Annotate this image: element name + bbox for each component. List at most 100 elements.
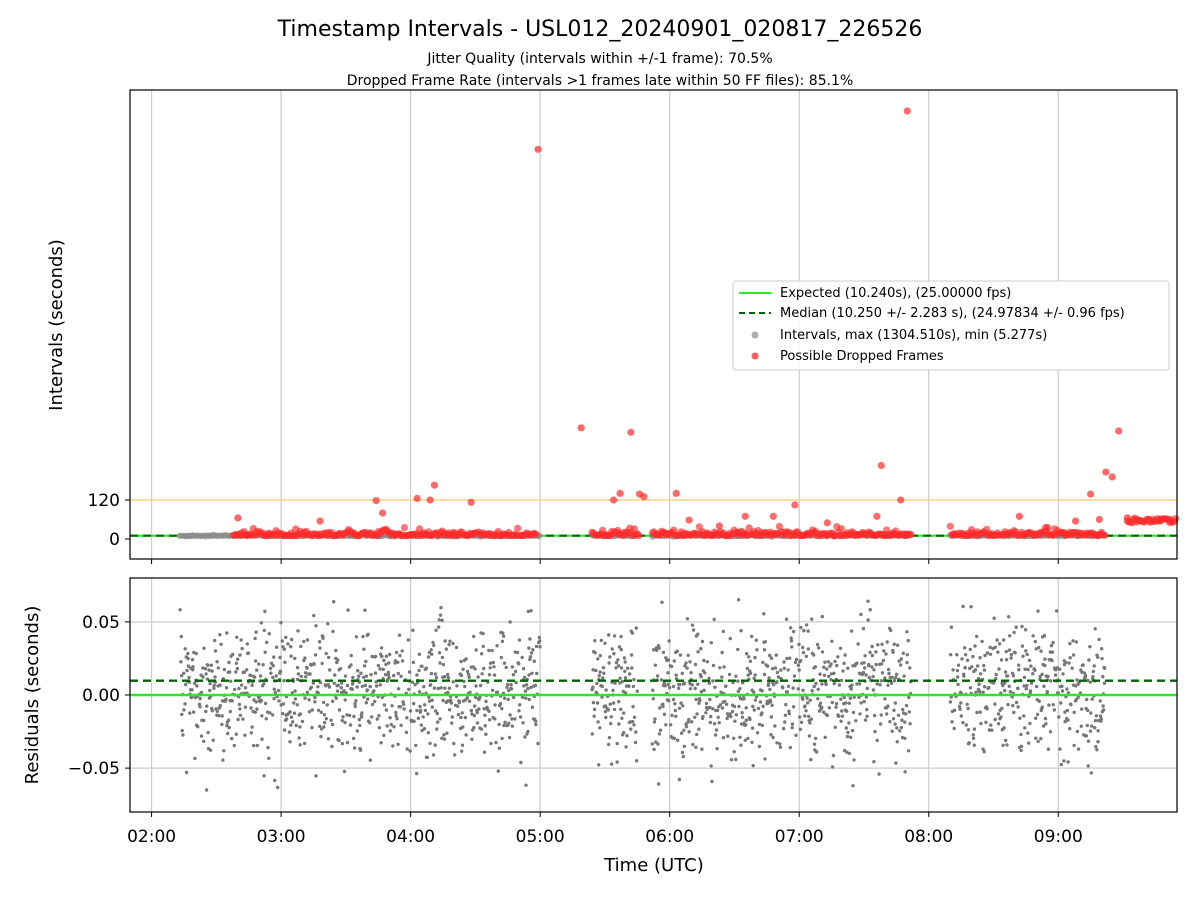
- residual-point: [518, 715, 523, 719]
- residual-point: [739, 722, 744, 726]
- residual-point: [615, 760, 619, 764]
- residual-point: [834, 702, 839, 706]
- residual-point: [889, 628, 893, 633]
- residual-point: [879, 662, 884, 666]
- residual-point: [481, 631, 485, 636]
- residual-point: [624, 745, 628, 749]
- residual-point: [443, 639, 447, 643]
- residual-point: [354, 699, 358, 703]
- residual-point: [852, 695, 856, 699]
- residual-point: [793, 660, 798, 665]
- residual-point: [448, 639, 452, 643]
- residual-point: [309, 663, 313, 667]
- residual-point: [530, 705, 535, 709]
- residual-point: [213, 675, 217, 679]
- residual-point: [622, 711, 626, 715]
- residual-point: [262, 774, 266, 778]
- residual-point: [818, 672, 822, 676]
- residual-point: [664, 656, 668, 660]
- residual-point: [180, 728, 184, 733]
- residual-point: [847, 751, 851, 756]
- residual-point: [1003, 738, 1008, 743]
- residual-point: [770, 667, 775, 671]
- residual-point: [667, 699, 671, 703]
- residual-point: [359, 671, 363, 675]
- residual-point: [827, 674, 831, 678]
- residual-point: [441, 698, 445, 703]
- residual-point: [480, 652, 484, 656]
- residual-point: [495, 644, 499, 648]
- residual-point: [1002, 638, 1006, 642]
- residual-point: [1012, 630, 1016, 635]
- dropped-frame-point: [897, 496, 905, 504]
- residual-point: [822, 673, 827, 677]
- residual-point: [1033, 668, 1037, 672]
- residual-point: [611, 688, 615, 693]
- residual-point: [357, 717, 361, 722]
- residual-point: [971, 654, 975, 659]
- residual-point: [435, 711, 439, 716]
- residual-point: [857, 682, 862, 686]
- residual-point: [730, 709, 735, 714]
- residual-point: [426, 712, 430, 716]
- residual-point: [864, 695, 869, 699]
- residual-point: [710, 779, 714, 784]
- residual-point: [346, 608, 350, 612]
- residual-point: [600, 684, 604, 689]
- residual-point: [837, 714, 841, 718]
- residual-point: [281, 702, 286, 706]
- residual-point: [1097, 637, 1101, 642]
- residual-point: [678, 682, 682, 687]
- residual-point: [607, 742, 611, 747]
- residual-point: [288, 710, 292, 714]
- residual-point: [1057, 715, 1061, 719]
- residual-point: [664, 723, 668, 727]
- residual-point: [218, 683, 222, 687]
- residual-point: [903, 736, 907, 740]
- residual-point: [1007, 615, 1011, 619]
- residual-point: [429, 671, 434, 676]
- x-tick-label: 06:00: [645, 827, 694, 847]
- residual-point: [357, 674, 361, 678]
- residual-point: [390, 704, 394, 708]
- residual-point: [776, 675, 781, 679]
- residual-point: [398, 653, 402, 658]
- residual-point: [263, 701, 268, 706]
- residual-point: [262, 682, 266, 686]
- residual-point: [423, 703, 427, 707]
- residual-point: [253, 659, 258, 663]
- residual-point: [896, 713, 901, 717]
- residual-point: [537, 635, 541, 640]
- residual-point: [249, 731, 253, 735]
- residual-point: [337, 708, 342, 712]
- residual-point: [225, 723, 229, 728]
- residual-point: [447, 643, 451, 647]
- residual-point: [729, 714, 733, 719]
- residual-point: [490, 688, 495, 692]
- residual-point: [799, 658, 803, 663]
- residual-point: [522, 684, 526, 688]
- residual-point: [436, 720, 440, 724]
- residual-point: [280, 639, 284, 643]
- residual-point: [989, 723, 993, 727]
- residual-point: [984, 720, 988, 724]
- residual-point: [260, 714, 264, 718]
- residual-point: [392, 673, 396, 678]
- residual-point: [832, 681, 836, 686]
- residual-point: [970, 665, 974, 669]
- residual-point: [894, 761, 898, 765]
- residual-point: [1016, 686, 1020, 691]
- residual-point: [213, 638, 217, 643]
- residual-point: [352, 746, 357, 750]
- residual-point: [726, 734, 730, 738]
- dropped-frame-point: [627, 428, 635, 436]
- residual-point: [532, 659, 536, 663]
- residual-point: [362, 664, 367, 668]
- residual-point: [951, 668, 955, 672]
- dropped-frame-point: [635, 532, 643, 540]
- residual-point: [825, 713, 830, 718]
- residual-point: [961, 720, 965, 725]
- residual-point: [861, 626, 866, 631]
- residual-point: [871, 688, 876, 692]
- residual-point: [208, 681, 212, 686]
